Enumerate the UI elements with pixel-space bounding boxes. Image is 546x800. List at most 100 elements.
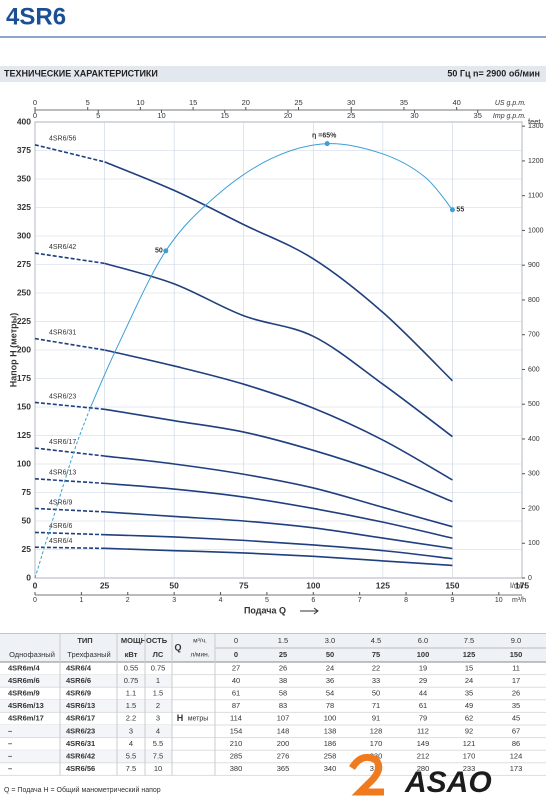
y2-tick-label: 400: [528, 436, 540, 443]
x-unit: l/min: [510, 581, 526, 590]
table-cell: 61: [419, 701, 427, 710]
y-tick-label: 400: [17, 116, 31, 126]
table-cell: 10: [154, 764, 162, 773]
bottom2-tick-label: 2: [126, 597, 130, 604]
table-cell: 230: [370, 751, 383, 760]
conditions: 50 Гц n= 2900 об/мин: [447, 68, 540, 78]
table-cell: 25: [279, 650, 287, 659]
table-cell: Однофазный: [9, 650, 55, 659]
y2-tick-label: 1100: [528, 193, 543, 200]
bottom2-tick-label: 3: [172, 597, 176, 604]
table-cell: 62: [465, 714, 473, 723]
y-tick-label: 225: [17, 316, 31, 326]
top-axis-unit: US g.p.m.: [495, 100, 526, 107]
table-cell: 27: [232, 663, 240, 672]
table-cell: 276: [277, 751, 290, 760]
table-cell: 44: [419, 688, 427, 697]
table-cell: 71: [372, 701, 380, 710]
top-tick-label: 20: [284, 111, 292, 120]
y-tick-label: 25: [22, 544, 32, 554]
bottom2-tick-label: 10: [495, 597, 503, 604]
table-cell: 4: [129, 739, 133, 748]
table-cell: 3.0: [325, 636, 335, 645]
y-tick-label: 325: [17, 202, 31, 212]
table-cell: 24: [465, 676, 473, 685]
table-cell: 124: [510, 751, 523, 760]
y2-unit: feet: [528, 117, 541, 126]
bottom2-unit: m³/h: [512, 597, 526, 604]
y2-tick-label: 1300: [528, 123, 544, 130]
pump-curve-dashed: [34, 144, 105, 163]
table-cell: 365: [277, 764, 290, 773]
pump-curve: [104, 482, 453, 539]
table-cell: 79: [419, 714, 427, 723]
y2-tick-label: 200: [528, 505, 540, 512]
table-cell: 87: [232, 701, 240, 710]
table-cell: м³/ч.: [193, 638, 207, 645]
table-cell: 4: [156, 726, 160, 735]
top-tick-label: 25: [347, 111, 355, 120]
top-tick-label: 10: [136, 98, 144, 107]
x-tick-label: 150: [445, 580, 459, 590]
table-cell: 170: [463, 751, 476, 760]
section-title: ТЕХНИЧЕСКИЕ ХАРАКТЕРИСТИКИ: [4, 68, 158, 78]
table-cell: 258: [324, 751, 337, 760]
efficiency-point: [163, 248, 169, 254]
table-cell: 61: [232, 688, 240, 697]
y2-tick-label: 500: [528, 401, 540, 408]
pump-curve: [104, 533, 453, 560]
table-cell: 4SR6/31: [66, 739, 95, 748]
table-cell: 54: [326, 688, 334, 697]
table-cell: 9.0: [511, 636, 521, 645]
y2-tick-label: 1000: [528, 227, 544, 234]
table-cell: 233: [463, 764, 476, 773]
table-cell: 4SR6/4: [66, 663, 92, 672]
table-cell: 128: [370, 726, 383, 735]
table-cell: 1.5: [278, 636, 288, 645]
table-cell: 1.5: [153, 688, 163, 697]
table-cell: 4SR6/23: [66, 726, 95, 735]
efficiency-curve: [90, 143, 453, 408]
table-cell: 33: [372, 676, 380, 685]
table-row-bg: [0, 674, 172, 688]
table-cell: 2.2: [126, 714, 136, 723]
table-cell: 3: [156, 714, 160, 723]
y-tick-label: 75: [22, 487, 32, 497]
y-tick-label: 0: [26, 572, 31, 582]
table-cell: 100: [324, 714, 337, 723]
bottom2-tick-label: 1: [79, 597, 83, 604]
pump-curve: [104, 161, 453, 382]
table-cell: 4SR6/9: [66, 688, 91, 697]
y-tick-label: 375: [17, 145, 31, 155]
table-cell: 0.75: [124, 676, 139, 685]
table-cell: л/мин.: [190, 652, 209, 659]
top-tick-label: 25: [294, 98, 302, 107]
top-tick-label: 35: [474, 111, 482, 120]
efficiency-label: η =65%: [312, 133, 337, 140]
table-cell: 92: [465, 726, 473, 735]
pump-curve: [104, 408, 453, 503]
table-cell: 17: [512, 676, 520, 685]
y-tick-label: 275: [17, 259, 31, 269]
table-cell: 2: [156, 701, 160, 710]
y2-tick-label: 800: [528, 297, 540, 304]
bottom2-tick-label: 7: [358, 597, 362, 604]
table-cell: 5.5: [126, 751, 136, 760]
table-cell: 4SR6/13: [66, 701, 95, 710]
curve-label: 4SR6/23: [49, 393, 76, 400]
pump-curve: [104, 262, 453, 438]
table-cell: 78: [326, 701, 334, 710]
y-tick-label: 125: [17, 430, 31, 440]
table-cell: 15: [465, 663, 473, 672]
curve-label: 4SR6/9: [49, 499, 72, 506]
table-cell: 1.5: [126, 701, 136, 710]
table-row-bg: [0, 750, 172, 763]
table-cell: 35: [512, 701, 520, 710]
y-tick-label: 250: [17, 287, 31, 297]
top-tick-label: 15: [221, 111, 229, 120]
table-cell: 112: [417, 726, 429, 735]
table-cell: 49: [465, 701, 473, 710]
table-cell: 138: [324, 726, 337, 735]
bottom2-tick-label: 6: [311, 597, 315, 604]
table-cell: кВт: [125, 650, 138, 659]
